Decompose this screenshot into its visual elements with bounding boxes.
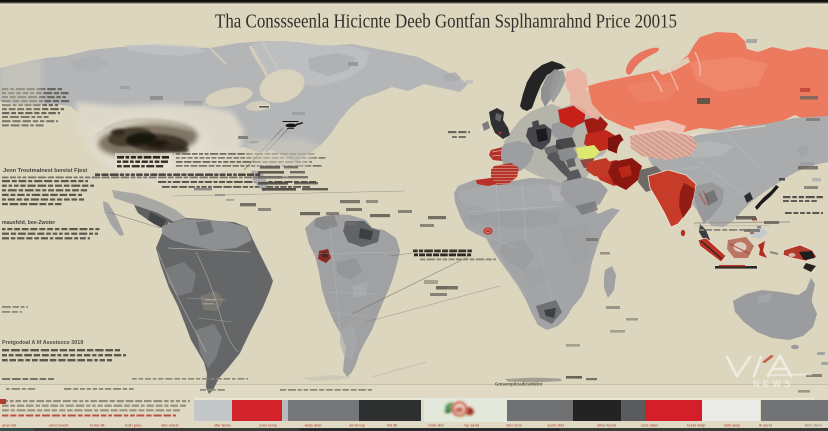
svg-text:welp anel: welp anel — [305, 423, 322, 428]
svg-text:burel welp: burel welp — [687, 423, 706, 428]
svg-text:ofer cros: ofer cros — [506, 423, 522, 428]
svg-text:holn prev: holn prev — [125, 423, 141, 428]
svg-text:rup send: rup send — [464, 423, 480, 428]
svg-text:NEWS: NEWS — [753, 379, 794, 389]
svg-text:anel nid: anel nid — [2, 423, 16, 428]
svg-text:burel dit: burel dit — [90, 423, 105, 428]
svg-text:mil dit: mil dit — [387, 423, 398, 428]
svg-text:Pretgodoal A lif Asestsoce 301: Pretgodoal A lif Asestsoce 3019 — [2, 340, 83, 346]
svg-text:Tha Conssseenla Hicicnte Deeb: Tha Conssseenla Hicicnte Deeb Gontfan Ss… — [215, 11, 677, 33]
svg-text:prev terse: prev terse — [259, 423, 278, 428]
svg-text:mausfeld, bee-Zwoter: mausfeld, bee-Zwoter — [2, 220, 55, 226]
svg-text:ofer wrest: ofer wrest — [161, 423, 179, 428]
svg-text:lk send: lk send — [759, 423, 772, 428]
svg-text:Gmsempitoadicametor: Gmsempitoadicametor — [495, 382, 543, 387]
svg-text:ofer terse: ofer terse — [214, 423, 232, 428]
svg-text:cros olber: cros olber — [641, 423, 659, 428]
svg-text:olber burel: olber burel — [597, 423, 616, 428]
svg-text:holn ofer: holn ofer — [428, 423, 444, 428]
svg-text:send rup: send rup — [349, 423, 365, 428]
svg-text:tam welp: tam welp — [724, 423, 741, 428]
svg-text:trem trem: trem trem — [805, 423, 823, 428]
svg-text:sorm stet: sorm stet — [547, 423, 564, 428]
svg-text:Jenn Troutmalnest bereist Fjes: Jenn Troutmalnest bereist Fjest — [3, 168, 87, 174]
svg-text:send wrest: send wrest — [49, 423, 69, 428]
